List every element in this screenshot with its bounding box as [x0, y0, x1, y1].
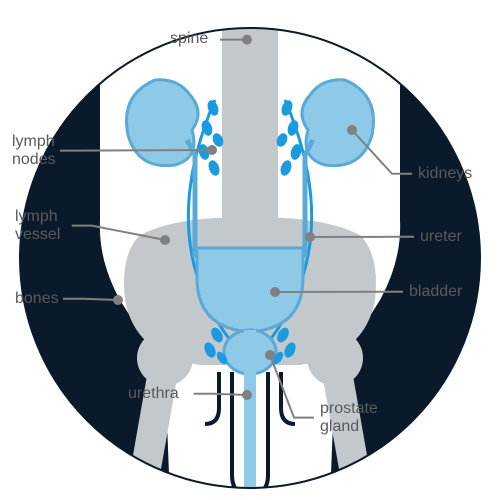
label-lymph-vessel: lymph vessel: [15, 208, 60, 243]
label-spine: spine: [170, 30, 208, 48]
label-prostate-gland: prostate gland: [320, 400, 378, 435]
label-lymph-nodes: lymph nodes: [12, 133, 56, 168]
label-bladder: bladder: [409, 283, 462, 301]
label-kidneys: kidneys: [418, 165, 472, 183]
label-ureter: ureter: [420, 228, 462, 246]
label-urethra: urethra: [128, 385, 179, 403]
bladder: [197, 248, 303, 332]
diagram-svg: [0, 0, 500, 500]
anatomy-diagram: spine lymph nodes lymph vessel bones urethra…: [0, 0, 500, 500]
label-bones: bones: [15, 290, 59, 308]
